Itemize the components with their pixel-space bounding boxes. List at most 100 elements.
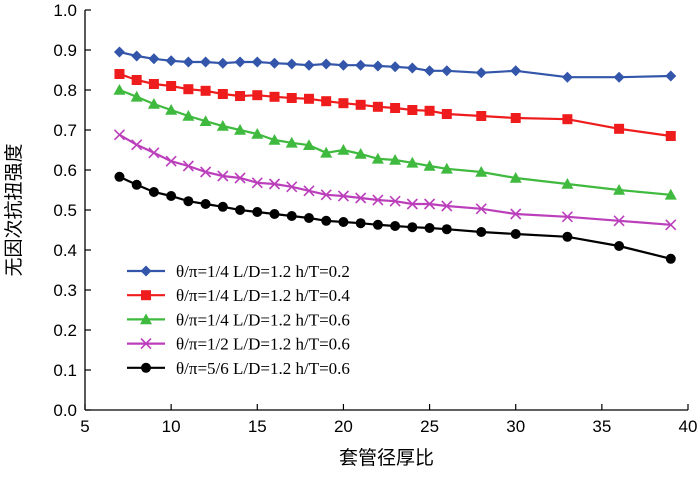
data-point bbox=[665, 70, 677, 82]
data-point bbox=[354, 148, 367, 159]
x-tick-label: 35 bbox=[592, 417, 611, 436]
data-point bbox=[235, 91, 246, 101]
data-point bbox=[251, 56, 263, 68]
data-point bbox=[441, 224, 452, 235]
data-point bbox=[113, 129, 126, 141]
data-point bbox=[355, 192, 367, 204]
series-4 bbox=[113, 129, 677, 231]
data-point bbox=[286, 211, 297, 221]
data-point bbox=[389, 195, 401, 207]
legend-label: θ/π=5/6 L/D=1.2 h/T=0.6 bbox=[176, 359, 350, 378]
data-point bbox=[147, 98, 160, 109]
series-line bbox=[118, 133, 671, 226]
data-point bbox=[148, 53, 160, 65]
data-point bbox=[200, 56, 212, 68]
data-point bbox=[131, 139, 143, 151]
y-tick-label: 0.5 bbox=[53, 201, 77, 220]
data-point bbox=[476, 111, 487, 121]
data-point bbox=[441, 109, 452, 119]
data-point bbox=[166, 191, 177, 201]
y-axis-label: 无因次抗扭强度 bbox=[3, 143, 25, 276]
data-point bbox=[614, 123, 625, 134]
data-point bbox=[561, 71, 573, 83]
legend-item-3: θ/π=1/4 L/D=1.2 h/T=0.6 bbox=[127, 310, 350, 329]
data-point bbox=[251, 177, 263, 189]
y-tick-label: 0.8 bbox=[53, 81, 77, 100]
data-point bbox=[114, 171, 125, 182]
data-point bbox=[182, 160, 194, 172]
data-point bbox=[217, 57, 229, 69]
data-point bbox=[234, 172, 246, 184]
series-1 bbox=[113, 46, 677, 83]
data-point bbox=[166, 81, 177, 91]
data-point bbox=[337, 190, 349, 202]
data-point bbox=[355, 59, 367, 71]
x-tick-label: 10 bbox=[162, 417, 181, 436]
data-point bbox=[355, 99, 366, 110]
data-point bbox=[182, 110, 195, 121]
data-point bbox=[337, 144, 350, 155]
data-point bbox=[183, 84, 194, 95]
data-point bbox=[268, 134, 281, 145]
data-point bbox=[216, 120, 229, 131]
data-point bbox=[114, 69, 125, 79]
data-point bbox=[510, 113, 521, 123]
data-point bbox=[372, 219, 383, 230]
data-point bbox=[562, 231, 573, 242]
series-layer bbox=[113, 46, 677, 264]
legend-item-4: θ/π=1/2 L/D=1.2 h/T=0.6 bbox=[127, 335, 350, 354]
data-point bbox=[321, 96, 332, 107]
data-point bbox=[476, 227, 487, 237]
data-point bbox=[510, 229, 521, 239]
y-tick-label: 0.4 bbox=[53, 241, 77, 260]
data-point bbox=[165, 104, 178, 115]
series-5 bbox=[114, 171, 676, 264]
data-point bbox=[148, 79, 159, 89]
data-point bbox=[509, 172, 522, 183]
data-point bbox=[406, 62, 418, 74]
data-point bbox=[235, 205, 246, 215]
data-point bbox=[441, 65, 453, 77]
data-point bbox=[614, 241, 625, 251]
legend-label: θ/π=1/4 L/D=1.2 h/T=0.6 bbox=[176, 310, 350, 329]
series-3 bbox=[113, 84, 677, 200]
data-point bbox=[407, 105, 418, 115]
data-point bbox=[252, 90, 263, 101]
data-point bbox=[302, 139, 315, 150]
data-point bbox=[371, 152, 384, 164]
data-point bbox=[303, 185, 315, 197]
data-point bbox=[406, 198, 418, 210]
legend-swatch-marker bbox=[140, 338, 152, 350]
data-point bbox=[321, 215, 332, 226]
data-point bbox=[337, 59, 349, 71]
y-tick-label: 0.3 bbox=[53, 281, 77, 300]
data-point bbox=[286, 93, 297, 103]
data-point bbox=[372, 101, 383, 112]
data-point bbox=[355, 218, 366, 229]
x-axis-label: 套管径厚比 bbox=[339, 447, 434, 469]
data-point bbox=[613, 215, 625, 227]
data-point bbox=[475, 203, 487, 215]
y-tick-label: 0.7 bbox=[53, 121, 77, 140]
data-point bbox=[286, 58, 298, 70]
data-point bbox=[269, 57, 281, 69]
data-point bbox=[303, 59, 315, 71]
legend-swatch-marker bbox=[140, 313, 152, 325]
data-point bbox=[613, 71, 625, 83]
data-point bbox=[440, 162, 453, 174]
data-point bbox=[251, 128, 264, 139]
data-point bbox=[217, 170, 229, 182]
legend-label: θ/π=1/2 L/D=1.2 h/T=0.6 bbox=[176, 335, 350, 354]
data-point bbox=[475, 166, 488, 177]
y-tick-label: 0.0 bbox=[53, 401, 77, 420]
data-point bbox=[131, 179, 142, 190]
data-point bbox=[441, 200, 453, 212]
data-point bbox=[475, 67, 487, 79]
legend-label: θ/π=1/4 L/D=1.2 h/T=0.4 bbox=[176, 286, 350, 305]
data-point bbox=[665, 253, 676, 264]
legend-item-2: θ/π=1/4 L/D=1.2 h/T=0.4 bbox=[127, 286, 350, 305]
data-point bbox=[165, 155, 177, 167]
y-tick-label: 0.1 bbox=[53, 361, 77, 380]
data-point bbox=[424, 223, 435, 233]
